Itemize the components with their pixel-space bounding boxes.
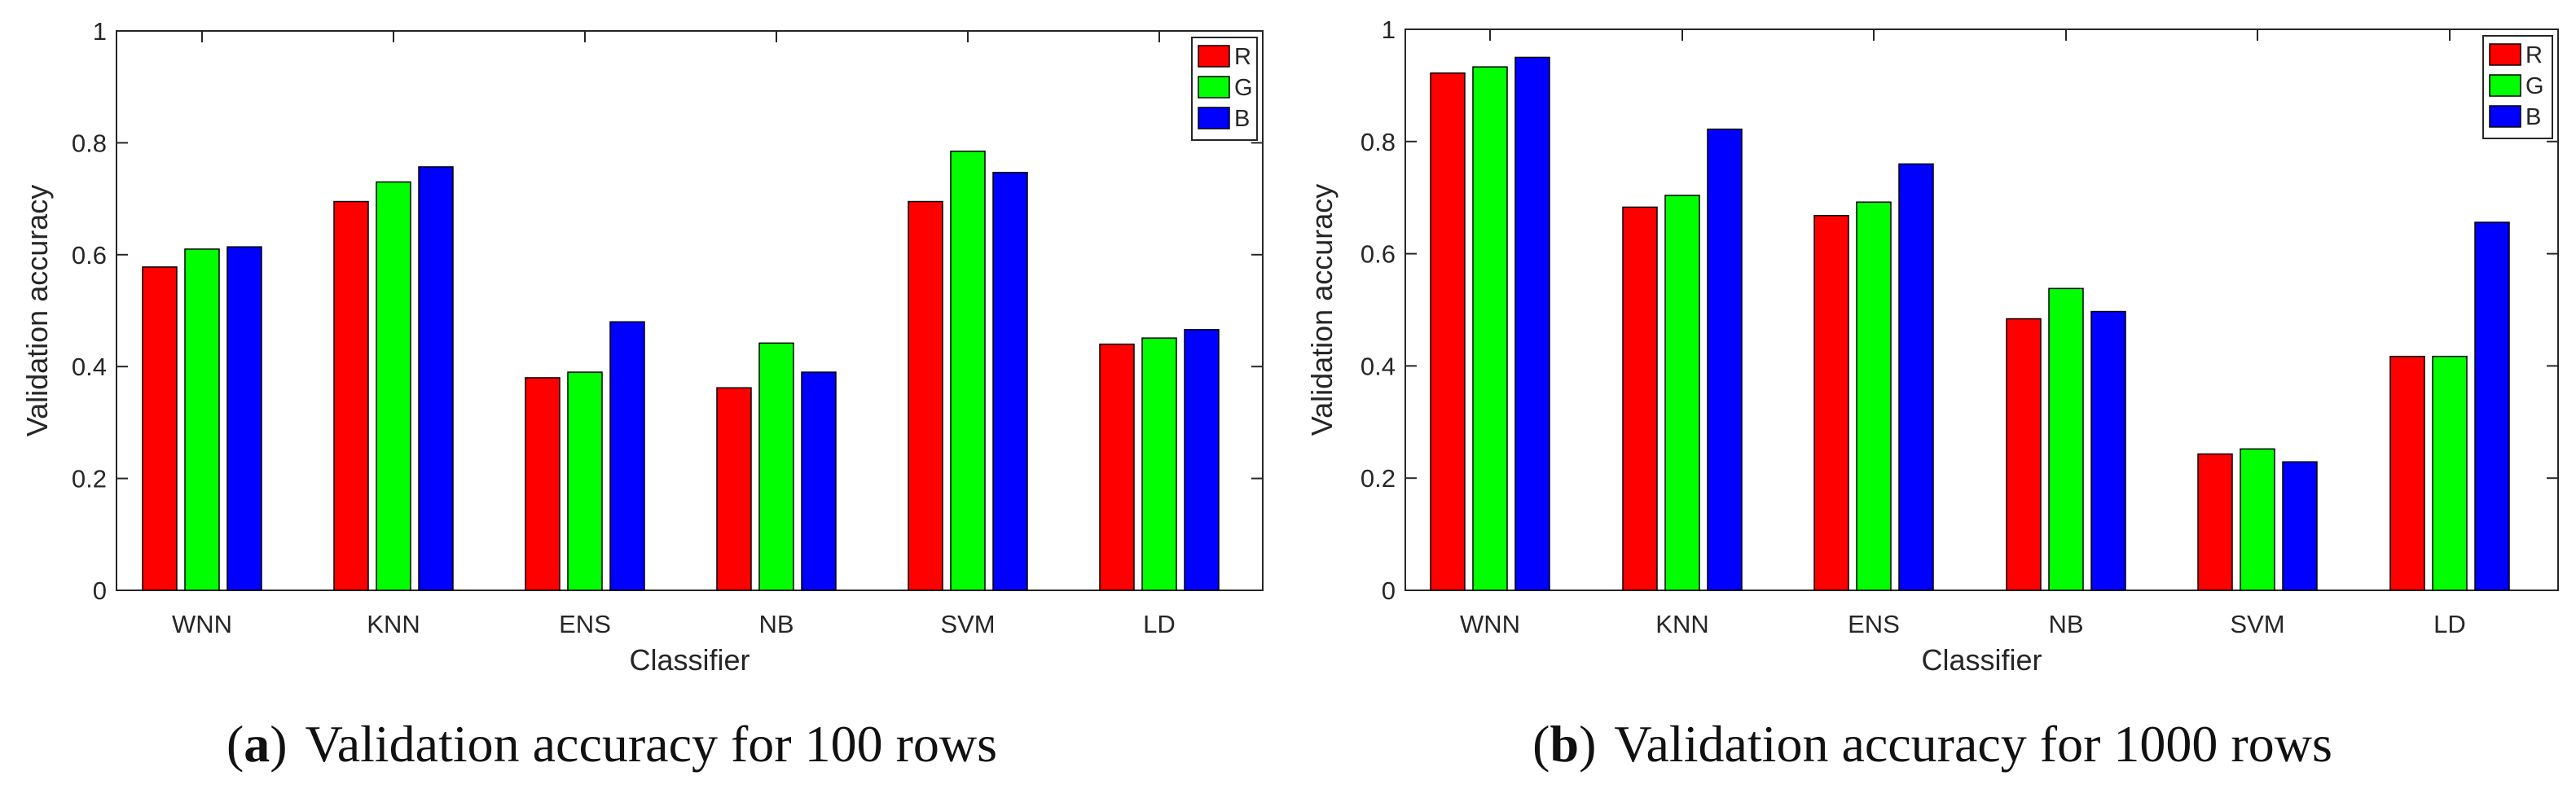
legend: RGB bbox=[1191, 37, 1258, 141]
caption: (a) Validation accuracy for 100 rows bbox=[226, 715, 997, 773]
bar-G-SVM bbox=[950, 150, 986, 591]
bar-R-KNN bbox=[1622, 206, 1658, 591]
x-tick-label: KNN bbox=[1655, 610, 1708, 638]
bar-R-ENS bbox=[1813, 214, 1849, 591]
bar-B-NB bbox=[2090, 310, 2126, 591]
x-tick-label: WNN bbox=[172, 610, 232, 638]
chart-panel-b: 0 0.2 0.4 0.6 0.8 1 WNN KNN ENS NB SVM LD Classifier… bbox=[1305, 15, 2559, 773]
legend-label-R: R bbox=[1234, 44, 1251, 70]
caption-paren-open: ( bbox=[1532, 715, 1550, 773]
x-tick-label: ENS bbox=[559, 610, 611, 638]
legend-label-B: B bbox=[1234, 106, 1250, 132]
bar-B-ENS bbox=[1898, 163, 1934, 591]
x-tick-label: SVM bbox=[2230, 610, 2284, 638]
bar-G-WNN bbox=[184, 248, 220, 591]
bar-G-NB bbox=[758, 342, 794, 591]
bar-G-WNN bbox=[1472, 66, 1508, 591]
bar-B-WNN bbox=[226, 246, 262, 591]
bar-B-ENS bbox=[609, 321, 645, 591]
bar-G-LD bbox=[2432, 355, 2468, 591]
bar-B-SVM bbox=[2282, 461, 2318, 591]
y-tick-label: 1 bbox=[93, 17, 107, 46]
bar-R-LD bbox=[1099, 343, 1135, 591]
y-tick-label: 0.4 bbox=[1361, 352, 1396, 380]
caption-paren-close: ) bbox=[1579, 715, 1596, 773]
caption-text: Validation accuracy for 100 rows bbox=[306, 715, 997, 773]
bar-R-SVM bbox=[2197, 453, 2233, 591]
x-tick-label: LD bbox=[2433, 610, 2466, 638]
y-tick-label: 1 bbox=[1382, 15, 1396, 44]
bar-B-WNN bbox=[1514, 56, 1550, 591]
bar-R-LD bbox=[2389, 355, 2425, 591]
y-tick-label: 0.2 bbox=[72, 465, 107, 493]
y-tick-label: 0.6 bbox=[72, 241, 107, 270]
axes-box bbox=[116, 30, 1264, 591]
bar-G-LD bbox=[1141, 337, 1177, 591]
bar-R-WNN bbox=[1430, 72, 1466, 591]
legend-swatch-R bbox=[1198, 45, 1230, 68]
bar-R-NB bbox=[716, 387, 752, 591]
legend-swatch-R bbox=[2489, 43, 2521, 66]
bar-G-SVM bbox=[2240, 448, 2275, 591]
x-axis-label: Classifier bbox=[629, 643, 750, 677]
legend-label-G: G bbox=[1234, 75, 1253, 101]
legend: RGB bbox=[2482, 35, 2553, 139]
caption-letter: a bbox=[244, 715, 270, 773]
bar-G-KNN bbox=[1664, 195, 1700, 591]
bar-G-KNN bbox=[376, 181, 411, 591]
x-tick-label: LD bbox=[1143, 610, 1176, 638]
bar-G-NB bbox=[2048, 287, 2084, 591]
y-tick-label: 0.4 bbox=[72, 353, 107, 381]
caption-text: Validation accuracy for 1000 rows bbox=[1614, 715, 2332, 773]
legend-swatch-G bbox=[1198, 76, 1230, 99]
y-tick-label: 0.8 bbox=[72, 129, 107, 157]
caption: (b) Validation accuracy for 1000 rows bbox=[1532, 715, 2332, 773]
y-tick-label: 0.6 bbox=[1361, 240, 1396, 269]
y-tick-label: 0 bbox=[1382, 576, 1396, 605]
y-tick-label: 0.2 bbox=[1361, 464, 1396, 493]
legend-swatch-B bbox=[1198, 107, 1230, 129]
bar-R-NB bbox=[2006, 318, 2042, 591]
bar-B-NB bbox=[801, 371, 837, 591]
bar-B-KNN bbox=[418, 166, 454, 591]
chart-panel-a: 0 0.2 0.4 0.6 0.8 1 WNN KNN ENS NB SVM LD Classifier… bbox=[20, 17, 1264, 773]
bar-G-ENS bbox=[567, 371, 603, 591]
bar-R-KNN bbox=[333, 200, 369, 591]
caption-paren-close: ) bbox=[270, 715, 287, 773]
y-tick-label: 0 bbox=[93, 576, 107, 605]
legend-label-R: R bbox=[2525, 42, 2543, 68]
bar-R-ENS bbox=[525, 377, 560, 591]
y-axis-label: Validation accuracy bbox=[20, 185, 54, 437]
bar-R-SVM bbox=[908, 200, 943, 591]
bar-G-ENS bbox=[1856, 201, 1892, 591]
legend-label-B: B bbox=[2525, 104, 2541, 130]
x-tick-label: NB bbox=[2048, 610, 2083, 638]
x-axis-label: Classifier bbox=[1921, 643, 2042, 677]
bar-B-LD bbox=[2474, 221, 2510, 591]
bar-B-KNN bbox=[1707, 128, 1743, 591]
caption-paren-open: ( bbox=[226, 715, 244, 773]
y-axis-label: Validation accuracy bbox=[1305, 184, 1339, 436]
bar-R-WNN bbox=[142, 266, 178, 591]
x-tick-label: NB bbox=[758, 610, 793, 638]
legend-swatch-B bbox=[2489, 105, 2521, 128]
x-tick-label: SVM bbox=[940, 610, 995, 638]
bar-B-SVM bbox=[992, 172, 1028, 591]
x-tick-label: ENS bbox=[1848, 610, 1900, 638]
x-tick-label: KNN bbox=[367, 610, 420, 638]
x-tick-label: WNN bbox=[1460, 610, 1520, 638]
legend-swatch-G bbox=[2489, 74, 2521, 97]
axes-box bbox=[1404, 28, 2559, 591]
caption-letter: b bbox=[1550, 715, 1579, 773]
bar-B-LD bbox=[1184, 329, 1220, 591]
y-tick-label: 0.8 bbox=[1361, 128, 1396, 156]
legend-label-G: G bbox=[2525, 73, 2544, 99]
